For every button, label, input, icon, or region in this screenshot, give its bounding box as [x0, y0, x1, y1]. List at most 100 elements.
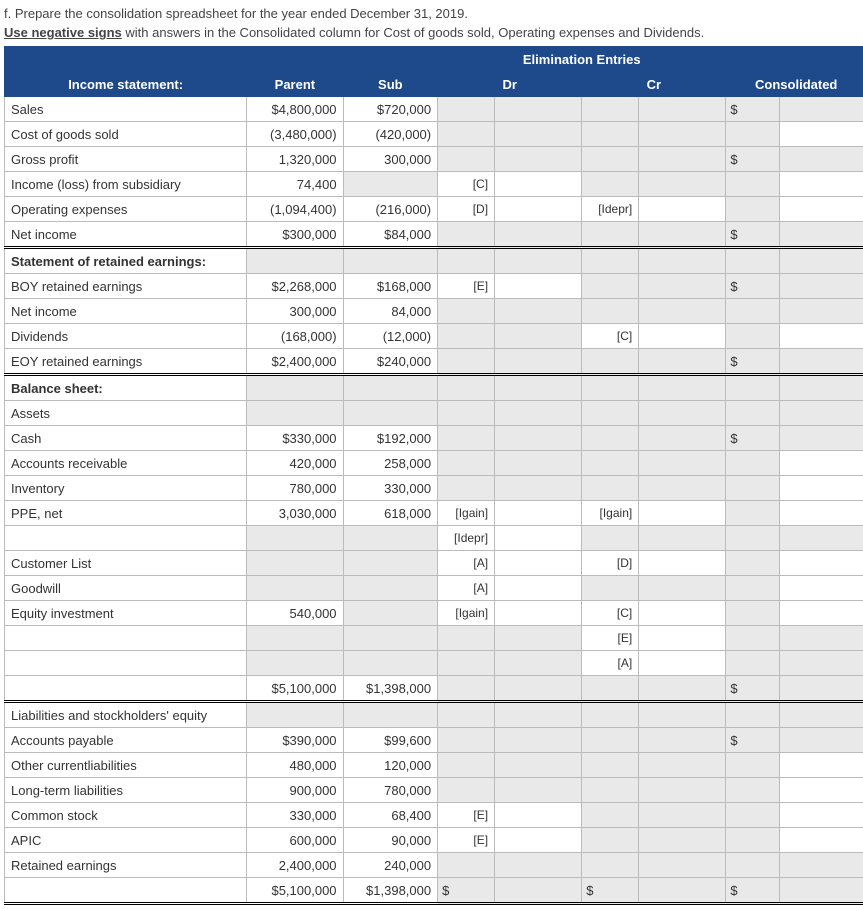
- cell-cr[interactable]: [639, 601, 726, 626]
- cell-parent: $5,100,000: [247, 676, 343, 702]
- cell-crtag: [D]: [582, 551, 639, 576]
- cell-cons[interactable]: [779, 601, 863, 626]
- cell: [495, 349, 582, 375]
- cell-cr[interactable]: [639, 501, 726, 526]
- cell-parent: 540,000: [247, 601, 343, 626]
- cell: [582, 828, 639, 853]
- cell-parent: 780,000: [247, 476, 343, 501]
- cell: [343, 702, 438, 728]
- cell-dr[interactable]: [495, 551, 582, 576]
- cell-cons[interactable]: [779, 878, 863, 904]
- cell-sub: $1,398,000: [343, 878, 438, 904]
- cell: [726, 375, 779, 401]
- cell: [726, 324, 779, 349]
- cell-cons[interactable]: [779, 97, 863, 122]
- cell-cons[interactable]: [779, 676, 863, 702]
- cell-label: Goodwill: [5, 576, 247, 601]
- cell: [726, 172, 779, 197]
- cell: [247, 651, 343, 676]
- hdr-blank: [247, 47, 343, 72]
- cell: [582, 676, 639, 702]
- cell-label: Equity investment: [5, 601, 247, 626]
- cell: [495, 753, 582, 778]
- cell: [582, 476, 639, 501]
- cell-cr[interactable]: [639, 551, 726, 576]
- cell: [438, 778, 495, 803]
- cell: [438, 324, 495, 349]
- cell-dr[interactable]: [495, 803, 582, 828]
- cell-cons[interactable]: [779, 803, 863, 828]
- cell-cons[interactable]: [779, 147, 863, 172]
- cell-cons[interactable]: [779, 197, 863, 222]
- cell-label: Cost of goods sold: [5, 122, 247, 147]
- cell: [343, 626, 438, 651]
- cell: [582, 702, 639, 728]
- cell-cons[interactable]: [779, 476, 863, 501]
- cell: [438, 702, 495, 728]
- cell: [639, 526, 726, 551]
- cell: [726, 601, 779, 626]
- cell-cons[interactable]: [779, 551, 863, 576]
- cell-cons[interactable]: [779, 501, 863, 526]
- cell-cons[interactable]: [779, 576, 863, 601]
- cell-cons[interactable]: [779, 753, 863, 778]
- cell: [438, 401, 495, 426]
- cell: [779, 526, 863, 551]
- row-eoyre: EOY retained earnings $2,400,000 $240,00…: [5, 349, 863, 375]
- cell-cons[interactable]: [779, 426, 863, 451]
- cell: [639, 803, 726, 828]
- cell-cr[interactable]: [639, 197, 726, 222]
- row-incsub: Income (loss) from subsidiary 74,400 [C]: [5, 172, 863, 197]
- cell-cons[interactable]: [779, 274, 863, 299]
- cell-cr[interactable]: [639, 626, 726, 651]
- cell-dr[interactable]: [495, 576, 582, 601]
- row-netinc2: Net income 300,000 84,000: [5, 299, 863, 324]
- cell: [247, 702, 343, 728]
- row-ocl: Other currentliabilities 480,000 120,000: [5, 753, 863, 778]
- cell-dr[interactable]: [495, 601, 582, 626]
- cell: [726, 248, 779, 274]
- cell-label: [5, 526, 247, 551]
- cell-parent: 1,320,000: [247, 147, 343, 172]
- hdr-blank: [5, 47, 247, 72]
- cell: [639, 172, 726, 197]
- cell-cons[interactable]: [779, 728, 863, 753]
- cell-crtag: [C]: [582, 324, 639, 349]
- cell-cons[interactable]: [779, 828, 863, 853]
- cell-parent: (3,480,000): [247, 122, 343, 147]
- cell-cr[interactable]: [639, 324, 726, 349]
- cell-parent: 300,000: [247, 299, 343, 324]
- hdr-income: Income statement:: [5, 72, 247, 97]
- cell-dr[interactable]: [495, 274, 582, 299]
- cell-dr[interactable]: [495, 878, 582, 904]
- cell: [582, 349, 639, 375]
- cell: [438, 728, 495, 753]
- cell: [582, 147, 639, 172]
- cell-dr[interactable]: [495, 526, 582, 551]
- cell-label: Gross profit: [5, 147, 247, 172]
- cell-cons[interactable]: [779, 349, 863, 375]
- cell-cons[interactable]: [779, 451, 863, 476]
- row-boyre: BOY retained earnings $2,268,000 $168,00…: [5, 274, 863, 299]
- cell-dr[interactable]: [495, 501, 582, 526]
- cell-label: APIC: [5, 828, 247, 853]
- cell-cr[interactable]: [639, 651, 726, 676]
- cell: [247, 248, 343, 274]
- cell-cons[interactable]: [779, 222, 863, 248]
- cell-cr[interactable]: [639, 878, 726, 904]
- cell-dr[interactable]: [495, 197, 582, 222]
- cell-cons[interactable]: [779, 324, 863, 349]
- cell: [343, 651, 438, 676]
- cell-dr[interactable]: [495, 172, 582, 197]
- cell-cons[interactable]: [779, 122, 863, 147]
- cell-cons[interactable]: [779, 778, 863, 803]
- cell: [438, 222, 495, 248]
- cell-cons[interactable]: [779, 172, 863, 197]
- cell: [438, 375, 495, 401]
- cell-dr[interactable]: [495, 828, 582, 853]
- cell-label: Retained earnings: [5, 853, 247, 878]
- cell-label: Net income: [5, 222, 247, 248]
- cell-drtag: [Igain]: [438, 601, 495, 626]
- cell: [582, 853, 639, 878]
- row-cust: Customer List [A] [D]: [5, 551, 863, 576]
